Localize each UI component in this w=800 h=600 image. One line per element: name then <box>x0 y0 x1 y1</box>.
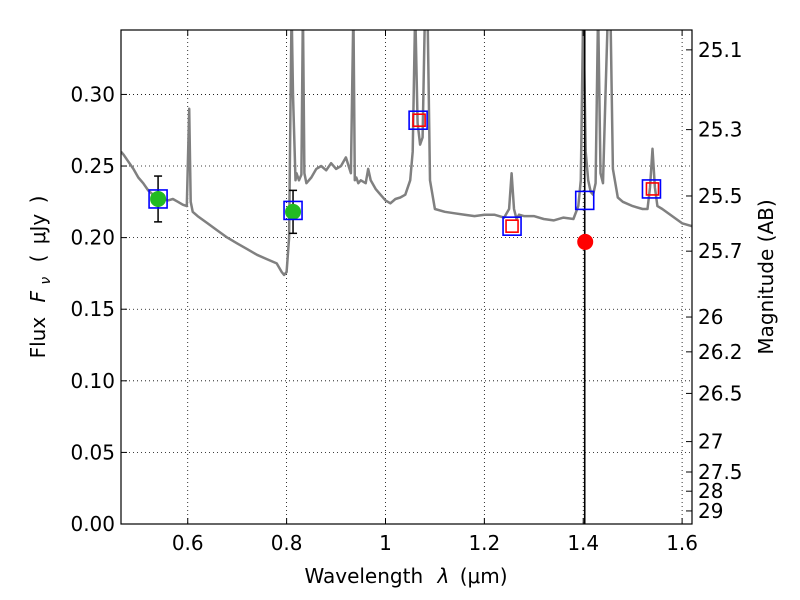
y2-tick-label: 25.3 <box>698 118 743 142</box>
data-point-square <box>283 200 303 221</box>
y-tick-label: 0.20 <box>70 226 115 250</box>
y-axis-symbol: F <box>26 290 50 302</box>
model-spectrum-line <box>121 30 692 277</box>
y2-tick-label: 28 <box>698 479 723 503</box>
y2-tick-label: 25.5 <box>698 184 743 208</box>
data-point-square <box>412 113 426 128</box>
data-point-square <box>505 219 519 233</box>
data-point-square <box>641 179 662 199</box>
data-point-square <box>645 182 660 196</box>
data-point-square <box>574 190 595 211</box>
y-axis-subscript: ν <box>38 277 54 285</box>
y-tick-label: 0.30 <box>70 82 115 106</box>
y-tick-label: 0.00 <box>70 512 115 536</box>
data-point-circle <box>150 190 167 207</box>
y-tick-label: 0.15 <box>70 297 115 321</box>
data-points-layer <box>148 110 662 250</box>
x-axis-label-text: Wavelength <box>304 564 423 588</box>
y2-tick-label: 25.7 <box>698 239 743 263</box>
y2-tick-label: 26.5 <box>698 381 743 405</box>
data-point-square <box>148 189 168 209</box>
model-spectrum-layer <box>121 30 692 277</box>
x-axis-unit: (μm) <box>460 564 508 588</box>
x-axis-ticks: 0.6 0.8 1 1.2 1.4 1.6 <box>172 30 698 555</box>
y2-tick-label: 25.1 <box>698 38 743 62</box>
y-axis-unit: μJy <box>26 214 50 245</box>
y2-tick-label: 27 <box>698 430 723 454</box>
x-tick-label: 1.6 <box>666 531 698 555</box>
data-point-square <box>502 216 522 236</box>
y2-tick-label: 27.5 <box>698 460 743 484</box>
y-axis-label: Flux F ν ( μJy ) <box>26 196 55 359</box>
x-tick-label: 0.8 <box>271 531 303 555</box>
y2-axis-label: Magnitude (AB) <box>754 199 778 354</box>
x-axis-label: Wavelength λ (μm) <box>304 564 507 588</box>
x-tick-label: 1.4 <box>567 531 599 555</box>
x-tick-label: 1.2 <box>468 531 500 555</box>
data-point-square <box>408 110 428 131</box>
y-tick-label: 0.05 <box>70 440 115 464</box>
x-tick-label: 1 <box>379 531 392 555</box>
y2-tick-label: 26 <box>698 305 723 329</box>
x-axis-symbol: λ <box>437 564 450 588</box>
x-tick-label: 0.6 <box>172 531 204 555</box>
data-point-circle <box>577 233 594 250</box>
y-tick-label: 0.25 <box>70 154 115 178</box>
y2-tick-label: 26.2 <box>698 340 743 364</box>
y2-tick-label: 29 <box>698 499 723 523</box>
y-axis-ticks: 0.00 0.05 0.10 0.15 0.20 0.25 0.30 <box>70 82 127 536</box>
plot-frame <box>120 29 693 525</box>
y-tick-label: 0.10 <box>70 369 115 393</box>
y-axis-label-text: Flux <box>26 317 50 359</box>
data-point-circle <box>285 203 302 220</box>
